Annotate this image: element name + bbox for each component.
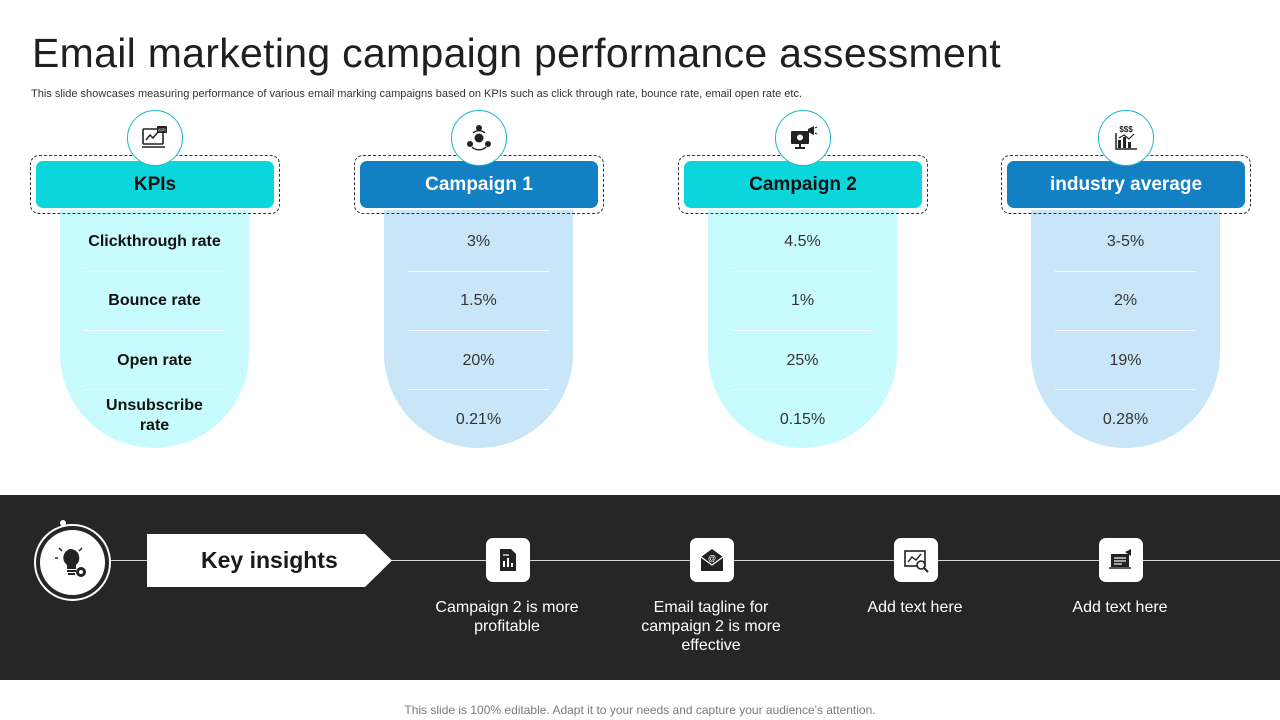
campaign-2-column: Campaign 2 4.5% 1% 25% 0.15% (678, 110, 928, 455)
kpi-report-icon: KPI (127, 110, 183, 166)
value-cell: 0.21% (455, 410, 502, 428)
page-subtitle: This slide showcases measuring performan… (31, 88, 802, 100)
megaphone-network-icon (451, 110, 507, 166)
svg-text:KPI: KPI (158, 128, 165, 133)
row-divider (84, 330, 225, 331)
value-cell: 0.15% (779, 410, 826, 428)
kpi-cell: Clickthrough rate (88, 232, 221, 250)
lightbulb-gear-icon (40, 530, 105, 595)
value-cell: 2% (1113, 291, 1138, 309)
footer-note: This slide is 100% editable. Adapt it to… (404, 703, 876, 717)
row-divider (732, 271, 873, 272)
monitor-megaphone-icon (775, 110, 831, 166)
value-cell: 0.28% (1102, 410, 1149, 428)
industry-average-body: 3-5% 2% 19% 0.28% (1031, 210, 1220, 448)
row-divider (408, 330, 549, 331)
campaign-1-header: Campaign 1 (360, 161, 598, 208)
insight-text: Add text here (867, 599, 963, 616)
campaign-2-body: 4.5% 1% 25% 0.15% (708, 210, 897, 448)
value-cell: 3% (466, 232, 491, 250)
kpi-column: KPI KPIs Clickthrough rate Bounce rate O… (30, 110, 280, 455)
page-title: Email marketing campaign performance ass… (32, 30, 1001, 76)
svg-text:$$$: $$$ (1119, 125, 1133, 134)
industry-average-column: $$$ industry average 3-5% 2% 19% 0.28% (1001, 110, 1251, 455)
kpi-cell: Unsubscribe rate (106, 397, 203, 434)
value-cell: 1% (790, 291, 815, 309)
value-cell: 1.5% (460, 291, 497, 309)
kpi-header-frame: KPIs (30, 155, 280, 214)
key-insights-banner: Key insights (147, 534, 392, 587)
ring-dot (60, 520, 66, 526)
key-insights-label: Key insights (201, 547, 338, 573)
kpi-cell: Open rate (117, 351, 192, 369)
presentation-icon (1099, 538, 1143, 582)
row-divider (84, 271, 225, 272)
campaign-2-header-frame: Campaign 2 (678, 155, 928, 214)
row-divider (408, 271, 549, 272)
email-at-icon: @ (690, 538, 734, 582)
row-divider (1055, 330, 1196, 331)
row-divider (1055, 389, 1196, 390)
insight-text: Email tagline for campaign 2 is more eff… (641, 599, 781, 654)
kpi-header: KPIs (36, 161, 274, 208)
kpi-cell: Bounce rate (108, 291, 201, 309)
chart-magnifier-icon (894, 538, 938, 582)
value-cell: 20% (462, 351, 495, 369)
row-divider (732, 330, 873, 331)
bulb-ring (34, 524, 111, 601)
row-divider (84, 389, 225, 390)
value-cell: 19% (1109, 351, 1142, 369)
row-divider (732, 389, 873, 390)
kpi-body: Clickthrough rate Bounce rate Open rate … (60, 210, 249, 448)
industry-average-header: industry average (1007, 161, 1245, 208)
value-cell: 3-5% (1106, 232, 1145, 250)
campaign-1-body: 3% 1.5% 20% 0.21% (384, 210, 573, 448)
campaign-1-column: Campaign 1 3% 1.5% 20% 0.21% (354, 110, 604, 455)
insight-text: Campaign 2 is more profitable (435, 599, 579, 635)
dollar-chart-icon: $$$ (1098, 110, 1154, 166)
row-divider (1055, 271, 1196, 272)
insights-band: Key insights Campaign 2 is more profitab… (0, 495, 1280, 680)
campaign-2-header: Campaign 2 (684, 161, 922, 208)
value-cell: 25% (786, 351, 819, 369)
svg-text:@: @ (708, 554, 716, 563)
row-divider (408, 389, 549, 390)
insight-text: Add text here (1072, 599, 1168, 616)
report-document-icon (486, 538, 530, 582)
value-cell: 4.5% (784, 232, 821, 250)
